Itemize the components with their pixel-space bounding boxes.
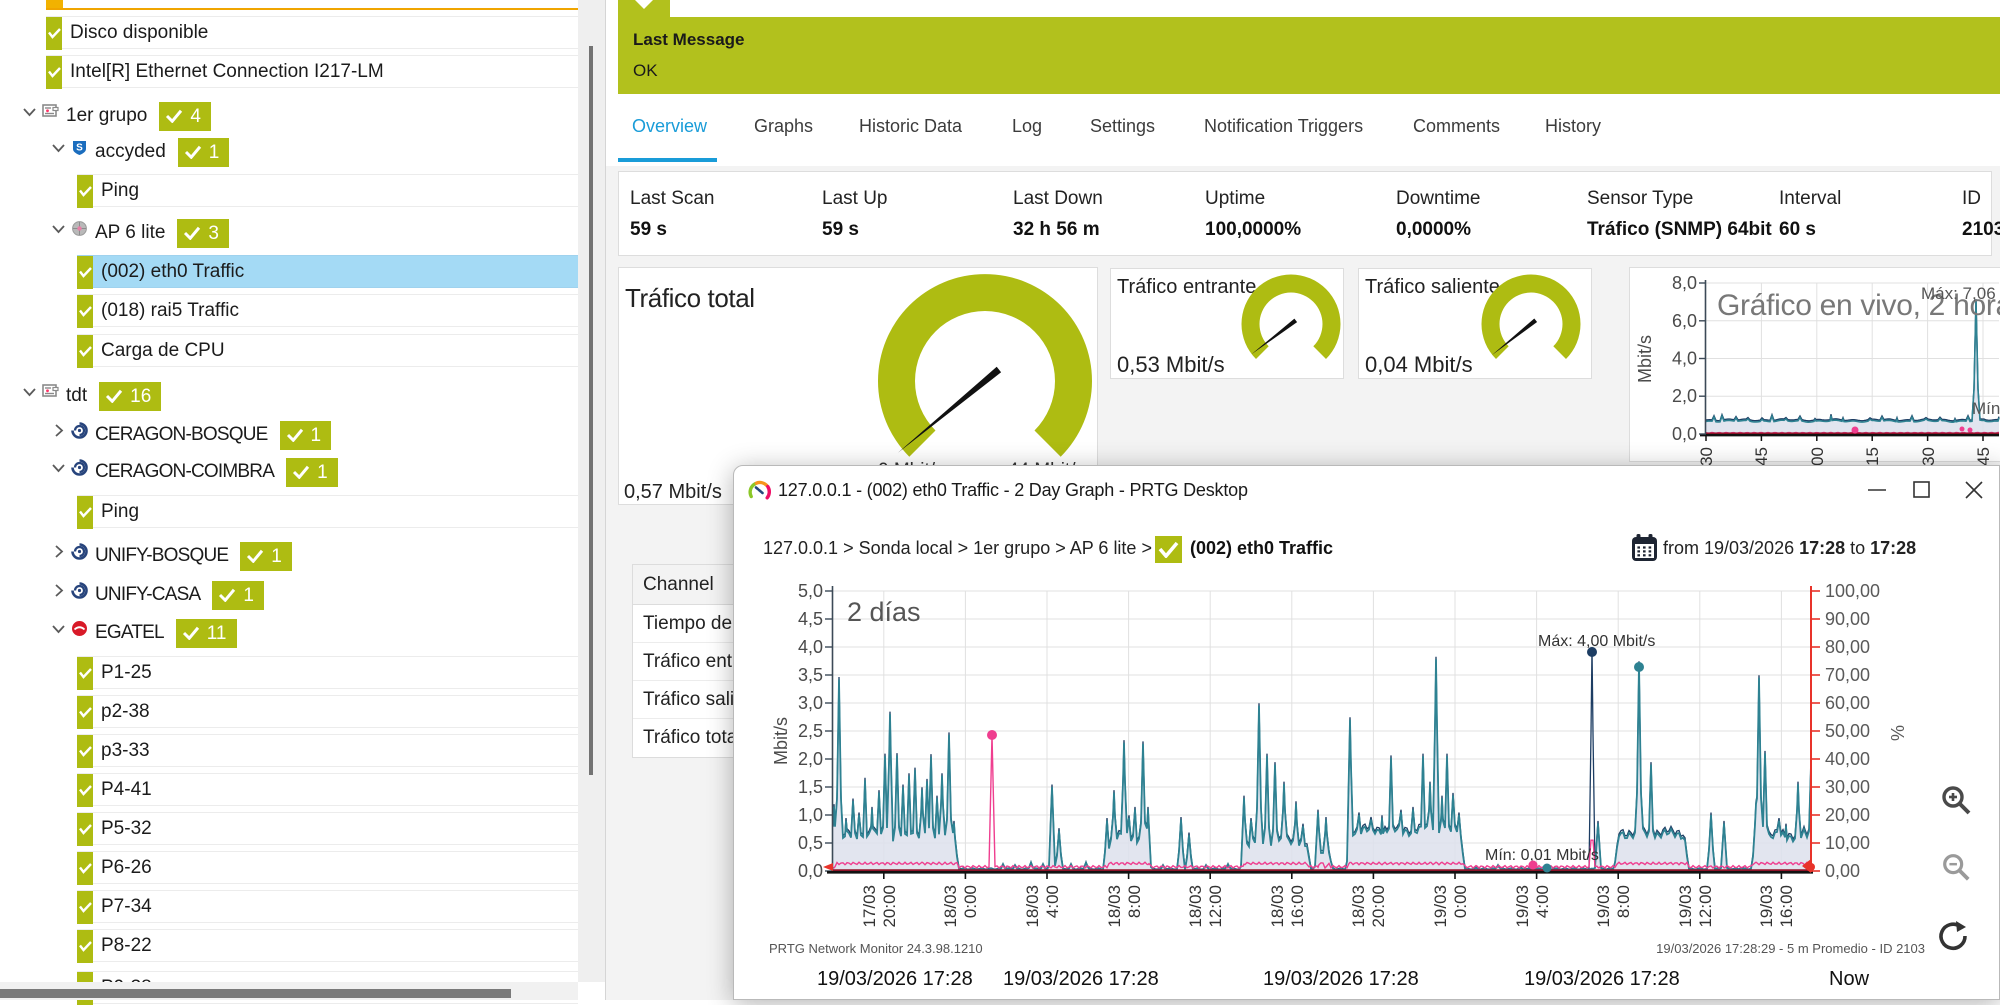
svg-text:2,5: 2,5 bbox=[798, 721, 823, 741]
svg-text:18/03: 18/03 bbox=[1268, 885, 1287, 928]
svg-text:2 días: 2 días bbox=[847, 597, 921, 627]
svg-text:Máx: 4,00 Mbit/s: Máx: 4,00 Mbit/s bbox=[1538, 633, 1655, 650]
svg-text:30,00: 30,00 bbox=[1825, 777, 1870, 797]
svg-text:Mín: 0,01 Mbit/s: Mín: 0,01 Mbit/s bbox=[1485, 847, 1599, 864]
svg-text:17/03: 17/03 bbox=[860, 885, 879, 928]
svg-text:18/03: 18/03 bbox=[1349, 885, 1368, 928]
svg-text:PRTG Network Monitor 24.3.98.1: PRTG Network Monitor 24.3.98.1210 bbox=[769, 941, 983, 956]
svg-text:19/03: 19/03 bbox=[1676, 885, 1695, 928]
svg-text:19/03: 19/03 bbox=[1513, 885, 1532, 928]
svg-text:4,0: 4,0 bbox=[798, 637, 823, 657]
svg-text:100,00: 100,00 bbox=[1825, 581, 1880, 601]
svg-text:19/03: 19/03 bbox=[1431, 885, 1450, 928]
svg-text:12:00: 12:00 bbox=[1696, 885, 1715, 928]
svg-text:5,0: 5,0 bbox=[798, 581, 823, 601]
svg-text:4:00: 4:00 bbox=[1043, 885, 1062, 918]
svg-text:1,0: 1,0 bbox=[798, 805, 823, 825]
svg-text:12:00: 12:00 bbox=[1206, 885, 1225, 928]
svg-text:0:00: 0:00 bbox=[961, 885, 980, 918]
svg-text:19/03/2026 17:28: 19/03/2026 17:28 bbox=[1524, 968, 1680, 990]
svg-text:19/03: 19/03 bbox=[1594, 885, 1613, 928]
svg-text:8:00: 8:00 bbox=[1125, 885, 1144, 918]
svg-text:20:00: 20:00 bbox=[880, 885, 899, 928]
svg-text:80,00: 80,00 bbox=[1825, 637, 1870, 657]
svg-text:8:00: 8:00 bbox=[1614, 885, 1633, 918]
svg-text:S: S bbox=[76, 143, 83, 154]
svg-text:20,00: 20,00 bbox=[1825, 805, 1870, 825]
svg-text:18/03: 18/03 bbox=[1186, 885, 1205, 928]
svg-text:4,5: 4,5 bbox=[798, 609, 823, 629]
svg-text:19/03/2026 17:28: 19/03/2026 17:28 bbox=[1263, 968, 1419, 990]
svg-text:4:00: 4:00 bbox=[1533, 885, 1552, 918]
svg-text:0,00: 0,00 bbox=[1825, 861, 1860, 881]
svg-text:60,00: 60,00 bbox=[1825, 693, 1870, 713]
svg-text:19/03/2026 17:28: 19/03/2026 17:28 bbox=[817, 968, 973, 990]
svg-text:10,00: 10,00 bbox=[1825, 833, 1870, 853]
svg-text:16:00: 16:00 bbox=[1777, 885, 1796, 928]
svg-text:20:00: 20:00 bbox=[1369, 885, 1388, 928]
svg-text:18/03: 18/03 bbox=[1023, 885, 1042, 928]
svg-text:2,0: 2,0 bbox=[798, 749, 823, 769]
svg-text:%: % bbox=[1888, 725, 1908, 741]
svg-text:19/03/2026 17:28:29 - 5 m Pro: 19/03/2026 17:28:29 - 5 m Promedio - ID … bbox=[1656, 941, 1925, 956]
svg-text:3,0: 3,0 bbox=[798, 693, 823, 713]
svg-text:19/03/2026 17:28: 19/03/2026 17:28 bbox=[1003, 968, 1159, 990]
svg-text:0,0: 0,0 bbox=[798, 861, 823, 881]
svg-text:0,5: 0,5 bbox=[798, 833, 823, 853]
svg-text:18/03: 18/03 bbox=[1105, 885, 1124, 928]
svg-text:3,5: 3,5 bbox=[798, 665, 823, 685]
svg-text:19/03: 19/03 bbox=[1757, 885, 1776, 928]
svg-text:Mbit/s: Mbit/s bbox=[771, 717, 791, 765]
svg-text:50,00: 50,00 bbox=[1825, 721, 1870, 741]
svg-text:70,00: 70,00 bbox=[1825, 665, 1870, 685]
svg-text:16:00: 16:00 bbox=[1288, 885, 1307, 928]
svg-text:40,00: 40,00 bbox=[1825, 749, 1870, 769]
svg-text:Now: Now bbox=[1829, 968, 1870, 990]
svg-text:1,5: 1,5 bbox=[798, 777, 823, 797]
svg-text:90,00: 90,00 bbox=[1825, 609, 1870, 629]
svg-text:0:00: 0:00 bbox=[1451, 885, 1470, 918]
svg-text:18/03: 18/03 bbox=[941, 885, 960, 928]
